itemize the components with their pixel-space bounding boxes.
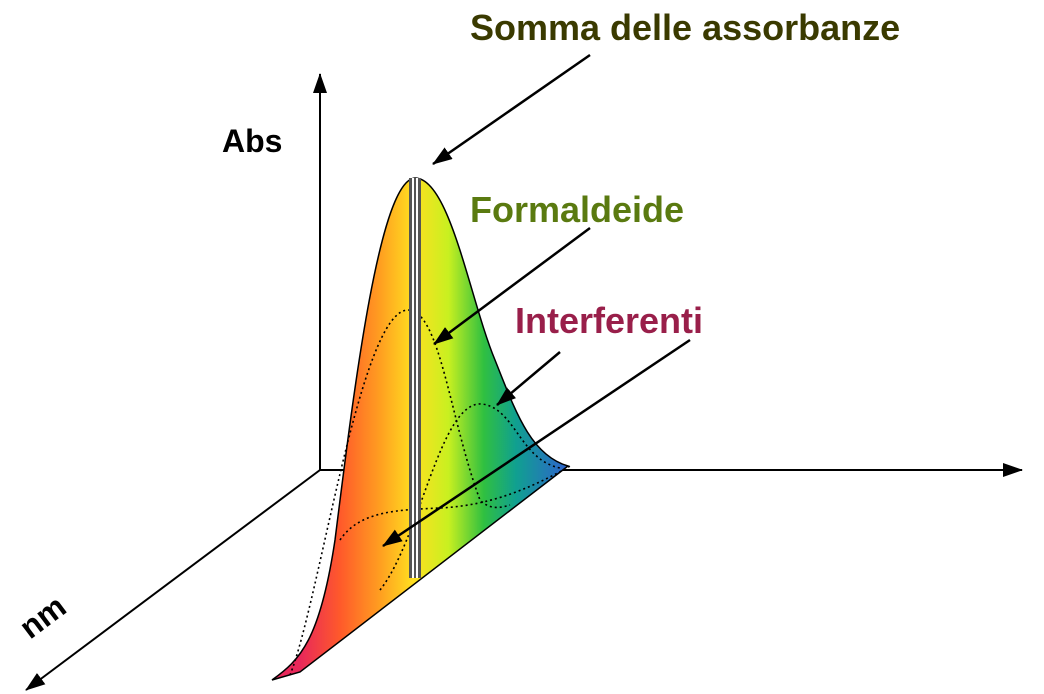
arrows (382, 53, 691, 548)
component-curves (289, 309, 573, 676)
arrow (433, 226, 591, 346)
arrow (496, 351, 561, 406)
interferents-label: Interferenti (515, 300, 703, 341)
sum-label: Somma delle assorbanze (470, 7, 900, 48)
formaldehyde-label: Formaldeide (470, 189, 684, 230)
interferents-curve (379, 403, 561, 591)
z-axis (25, 469, 321, 691)
x-axis-label: nm (13, 588, 73, 646)
arrow (432, 53, 591, 166)
wavelength-bar (409, 178, 421, 578)
y-axis-label: Abs (222, 123, 282, 159)
baseline-curve (339, 464, 573, 541)
arrow (382, 338, 691, 548)
